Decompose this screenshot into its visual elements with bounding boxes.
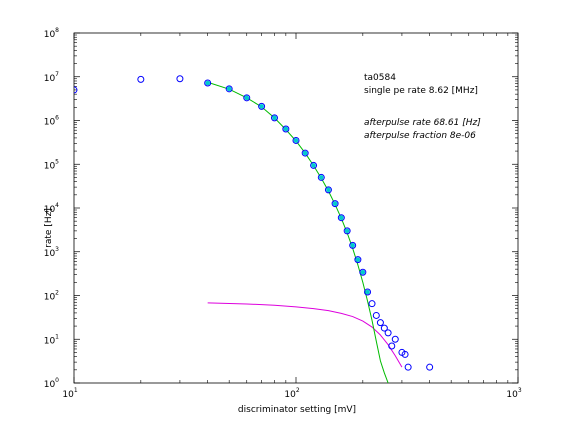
fit-point (283, 126, 289, 132)
x-tick-label: 103 (506, 387, 521, 400)
y-ticks: 100 101 102 103 104 105 106 107 108 (44, 27, 518, 390)
data-point (349, 241, 357, 249)
y-tick-label: 100 (44, 377, 59, 390)
data-point (372, 311, 380, 319)
fit-point (244, 95, 250, 101)
data-point (74, 86, 78, 94)
fit-point (365, 289, 370, 295)
data-point (368, 300, 376, 308)
y-tick-label: 102 (44, 290, 59, 303)
data-point (359, 268, 367, 276)
data-point (404, 363, 412, 371)
fit-point (302, 150, 308, 156)
y-tick-label: 106 (44, 115, 59, 128)
data-point (384, 329, 392, 337)
data-point (243, 94, 251, 102)
y-tick-label: 107 (44, 71, 59, 84)
fit-point (344, 228, 350, 234)
data-point (292, 136, 300, 144)
y-tick-label: 105 (44, 158, 59, 171)
data-point (391, 335, 399, 343)
data-point (426, 363, 434, 371)
y-tick-label: 101 (44, 333, 59, 346)
annotation-afterpulse-fraction: afterpulse fraction 8e-06 (364, 131, 476, 141)
data-point (301, 149, 309, 157)
data-point (204, 79, 212, 87)
y-tick-label: 103 (44, 246, 59, 259)
x-tick-label: 102 (284, 387, 299, 400)
annotation-tape-id: ta0584 (364, 73, 396, 83)
fit-point (311, 163, 316, 168)
plot-area (73, 32, 519, 384)
data-point (225, 85, 233, 93)
data-point (376, 319, 384, 327)
data-point (282, 125, 290, 133)
data-point (388, 342, 396, 350)
data-point (310, 161, 318, 169)
annotation-single-pe-rate: single pe rate 8.62 [MHz] (364, 86, 478, 96)
fit-point (326, 187, 331, 193)
data-point (137, 75, 145, 83)
data-point (401, 350, 409, 358)
data-point (380, 324, 388, 332)
fit-point (332, 201, 338, 206)
fit-point (360, 269, 366, 275)
y-tick-label: 104 (44, 202, 59, 215)
afterpulse-fit-line (207, 302, 403, 368)
series-layer (74, 75, 434, 383)
fit-point (293, 138, 299, 143)
y-tick-label: 108 (44, 27, 59, 40)
fit-point (259, 104, 264, 109)
fit-point (272, 115, 277, 121)
data-point (343, 227, 351, 235)
fit-point (205, 80, 210, 86)
fit-point (318, 175, 324, 180)
data-point (337, 214, 345, 222)
x-tick-label: 101 (62, 387, 77, 400)
fit-point (226, 86, 232, 92)
data-point (258, 102, 266, 110)
data-point (354, 256, 362, 264)
annotation-afterpulse-rate: afterpulse rate 68.61 [Hz] (364, 118, 481, 128)
data-point (364, 288, 372, 296)
x-ticks: 101 102 103 (62, 33, 522, 400)
x-axis-label: discriminator setting [mV] (238, 405, 356, 415)
data-point (270, 114, 278, 122)
data-point (176, 75, 184, 83)
data-point (324, 186, 332, 194)
fit-point (355, 257, 361, 262)
data-point (317, 173, 325, 181)
fit-point (350, 243, 355, 248)
fit-point (339, 215, 344, 221)
y-axis-label: rate [Hz] (44, 208, 54, 248)
data-point (331, 200, 339, 208)
